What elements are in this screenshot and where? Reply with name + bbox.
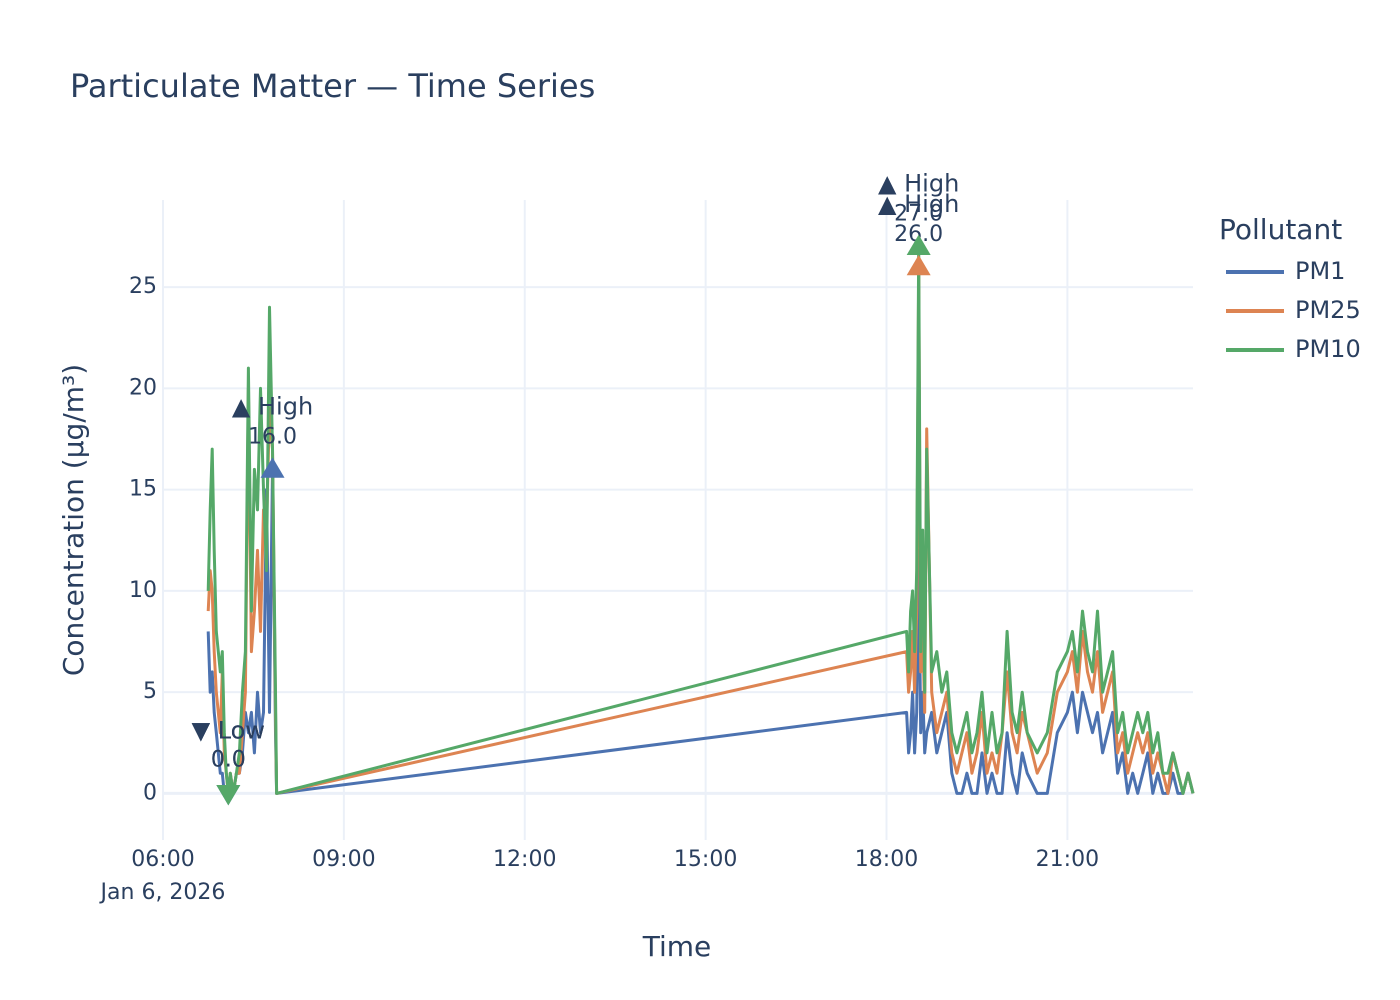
extreme-marker [260, 457, 285, 478]
y-tick-label: 10 [129, 578, 157, 603]
marker-value-label: 16.0 [248, 424, 297, 449]
marker-value-label: 0.0 [211, 747, 246, 772]
y-tick-label: 15 [129, 477, 157, 502]
x-tick-label: 12:00 [493, 847, 556, 872]
legend-label: PM10 [1295, 335, 1361, 363]
marker-tag: ▲ High [878, 190, 959, 218]
legend-label: PM1 [1295, 257, 1345, 285]
marker-tag: ▲ High [878, 170, 959, 198]
data-line [206, 265, 1195, 795]
y-tick-label: 20 [129, 375, 157, 400]
x-tick-label: 15:00 [674, 847, 737, 872]
extreme-marker [216, 785, 241, 806]
marker-tag: ▲ High [232, 392, 313, 420]
marker-tag: ▼ Low [192, 716, 265, 744]
x-tick-label: 21:00 [1036, 847, 1099, 872]
y-tick-label: 5 [143, 679, 157, 704]
x-date-label: Jan 6, 2026 [99, 880, 226, 905]
x-tick-label: 06:00 [131, 847, 194, 872]
extreme-marker [906, 234, 931, 255]
data-line [206, 245, 1195, 795]
y-axis-title: Concentration (µg/m³) [57, 364, 90, 676]
y-tick-label: 25 [129, 274, 157, 299]
marker-value-label: 27.0 [894, 202, 943, 227]
x-tick-label: 18:00 [855, 847, 918, 872]
legend-title: Pollutant [1219, 213, 1342, 246]
marker-value-label: 0.0 [211, 747, 246, 772]
y-tick-label: 0 [143, 780, 157, 805]
extreme-marker [906, 254, 931, 276]
x-axis-title: Time [642, 930, 712, 963]
marker-tag: ▼ Low [192, 716, 265, 744]
chart-title: Particulate Matter — Time Series [70, 67, 595, 105]
legend-label: PM25 [1295, 296, 1361, 324]
data-line [206, 467, 1195, 795]
x-tick-label: 09:00 [312, 847, 375, 872]
